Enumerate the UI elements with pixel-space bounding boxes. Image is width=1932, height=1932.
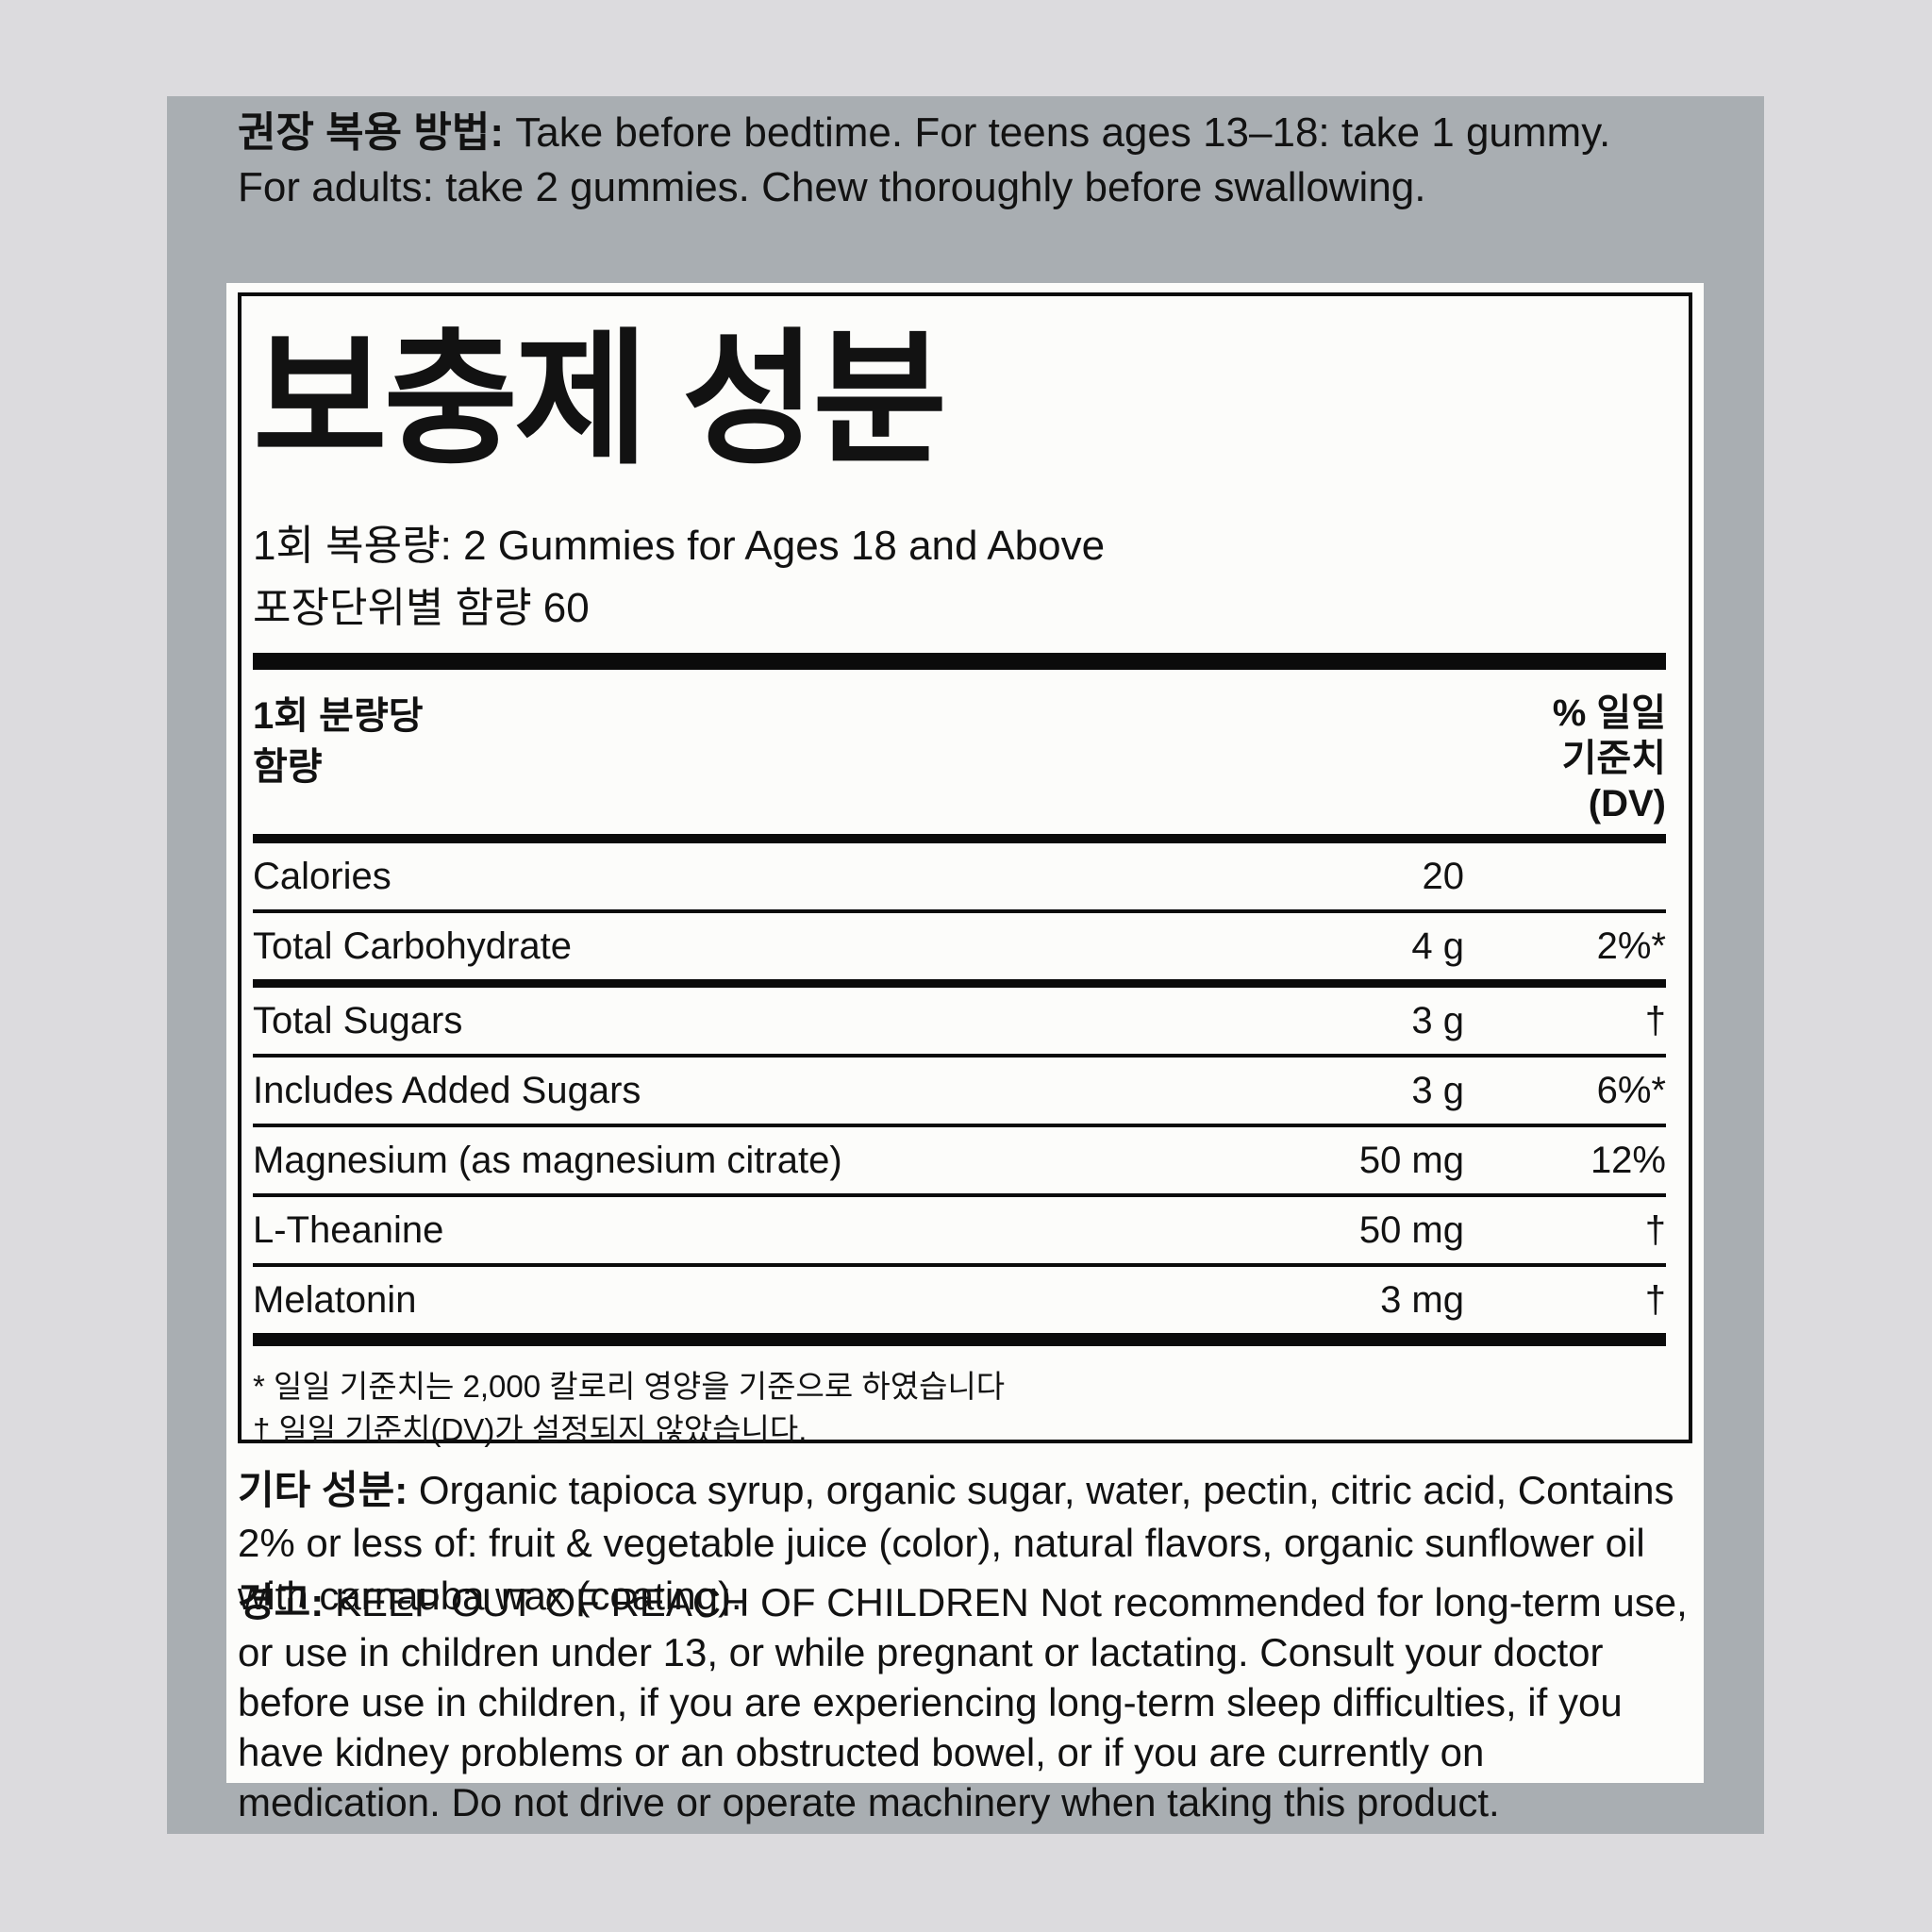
row-name: Total Sugars (253, 999, 463, 1041)
table-row-magnesium: Magnesium (as magnesium citrate) 50 mg 1… (253, 1127, 1666, 1197)
table-row-total-carbohydrate: Total Carbohydrate 4 g 2%* (253, 913, 1666, 988)
thick-divider-bottom (253, 1333, 1666, 1346)
table-header: 1회 분량당 함량 % 일일 기준치 (DV) (253, 691, 1666, 826)
footnote-daily-value: * 일일 기준치는 2,000 칼로리 영양을 기준으로 하였습니다 (253, 1369, 1006, 1404)
row-amount: 50 mg (1358, 1139, 1464, 1181)
supplement-facts-box: 보충제 성분 1회 복용량: 2 Gummies for Ages 18 and… (238, 292, 1692, 1447)
header-right-line2: 기준치 (1561, 738, 1666, 779)
other-ingredients-paragraph: 기타 성분: Organic tapioca syrup, organic su… (238, 1464, 1692, 1623)
warning-paragraph: 경고: KEEP OUT OF REACH OF CHILDREN Not re… (238, 1577, 1692, 1827)
serving-size-label: 1회 복용량: (253, 523, 452, 569)
serving-size-line: 1회 복용량: 2 Gummies for Ages 18 and Above (253, 523, 1666, 570)
row-dv: 2%* (1596, 924, 1666, 967)
label-white-area: 보충제 성분 1회 복용량: 2 Gummies for Ages 18 and… (226, 283, 1704, 1824)
row-name: Melatonin (253, 1278, 417, 1321)
row-name: Calories (253, 855, 391, 897)
row-dv: 6%* (1596, 1069, 1666, 1111)
row-amount: 20 (1422, 855, 1465, 897)
row-name: Total Carbohydrate (253, 924, 572, 967)
directions-label: 권장 복용 방법: (238, 109, 504, 156)
label-gray-panel: 권장 복용 방법: Take before bedtime. For teens… (167, 96, 1764, 1834)
row-amount: 50 mg (1358, 1208, 1464, 1251)
header-amount-per-serving: 1회 분량당 함량 (253, 691, 424, 826)
row-amount: 4 g (1411, 924, 1464, 967)
table-row-melatonin: Melatonin 3 mg † (253, 1267, 1666, 1333)
row-amount: 3 g (1411, 1069, 1464, 1111)
directions-text: Take before bedtime. For teens ages 13–1… (238, 109, 1611, 210)
directions-paragraph: 권장 복용 방법: Take before bedtime. For teens… (238, 106, 1662, 215)
row-name: Includes Added Sugars (253, 1069, 641, 1111)
row-name: Magnesium (as magnesium citrate) (253, 1139, 842, 1181)
servings-per-container: 포장단위별 함량 60 (253, 585, 590, 631)
medium-divider-header (253, 834, 1666, 843)
header-right-line1: % 일일 (1552, 692, 1666, 734)
header-left-line1: 1회 분량당 (253, 695, 424, 737)
row-name: L-Theanine (253, 1208, 444, 1251)
warning-text: KEEP OUT OF REACH OF CHILDREN Not recomm… (238, 1580, 1688, 1824)
warning-label: 경고: (238, 1580, 325, 1624)
other-ingredients-label: 기타 성분: (238, 1468, 408, 1512)
row-amount: 3 mg (1380, 1278, 1464, 1321)
row-dv: † (1644, 1278, 1666, 1321)
table-row-l-theanine: L-Theanine 50 mg † (253, 1197, 1666, 1267)
serving-size-value: 2 Gummies for Ages 18 and Above (463, 523, 1106, 569)
header-percent-dv: % 일일 기준치 (DV) (1553, 691, 1666, 826)
row-dv: † (1644, 1208, 1666, 1251)
footnotes: * 일일 기준치는 2,000 칼로리 영양을 기준으로 하였습니다 † 일일 … (253, 1365, 1666, 1452)
row-amount: 3 g (1411, 999, 1464, 1041)
table-row-added-sugars: Includes Added Sugars 3 g 6%* (253, 1058, 1666, 1127)
thick-divider-top (253, 653, 1666, 670)
table-row-calories: Calories 20 (253, 843, 1666, 913)
row-dv: 12% (1590, 1139, 1666, 1181)
header-left-line2: 함량 (253, 746, 323, 788)
table-row-total-sugars: Total Sugars 3 g † (253, 988, 1666, 1058)
facts-title: 보충제 성분 (253, 318, 947, 481)
footnote-dv-not-established: † 일일 기준치(DV)가 설정되지 않았습니다. (253, 1412, 808, 1447)
header-right-line3: (DV) (1588, 783, 1666, 824)
other-ingredients-text: Organic tapioca syrup, organic sugar, wa… (238, 1468, 1674, 1618)
row-dv: † (1644, 999, 1666, 1041)
